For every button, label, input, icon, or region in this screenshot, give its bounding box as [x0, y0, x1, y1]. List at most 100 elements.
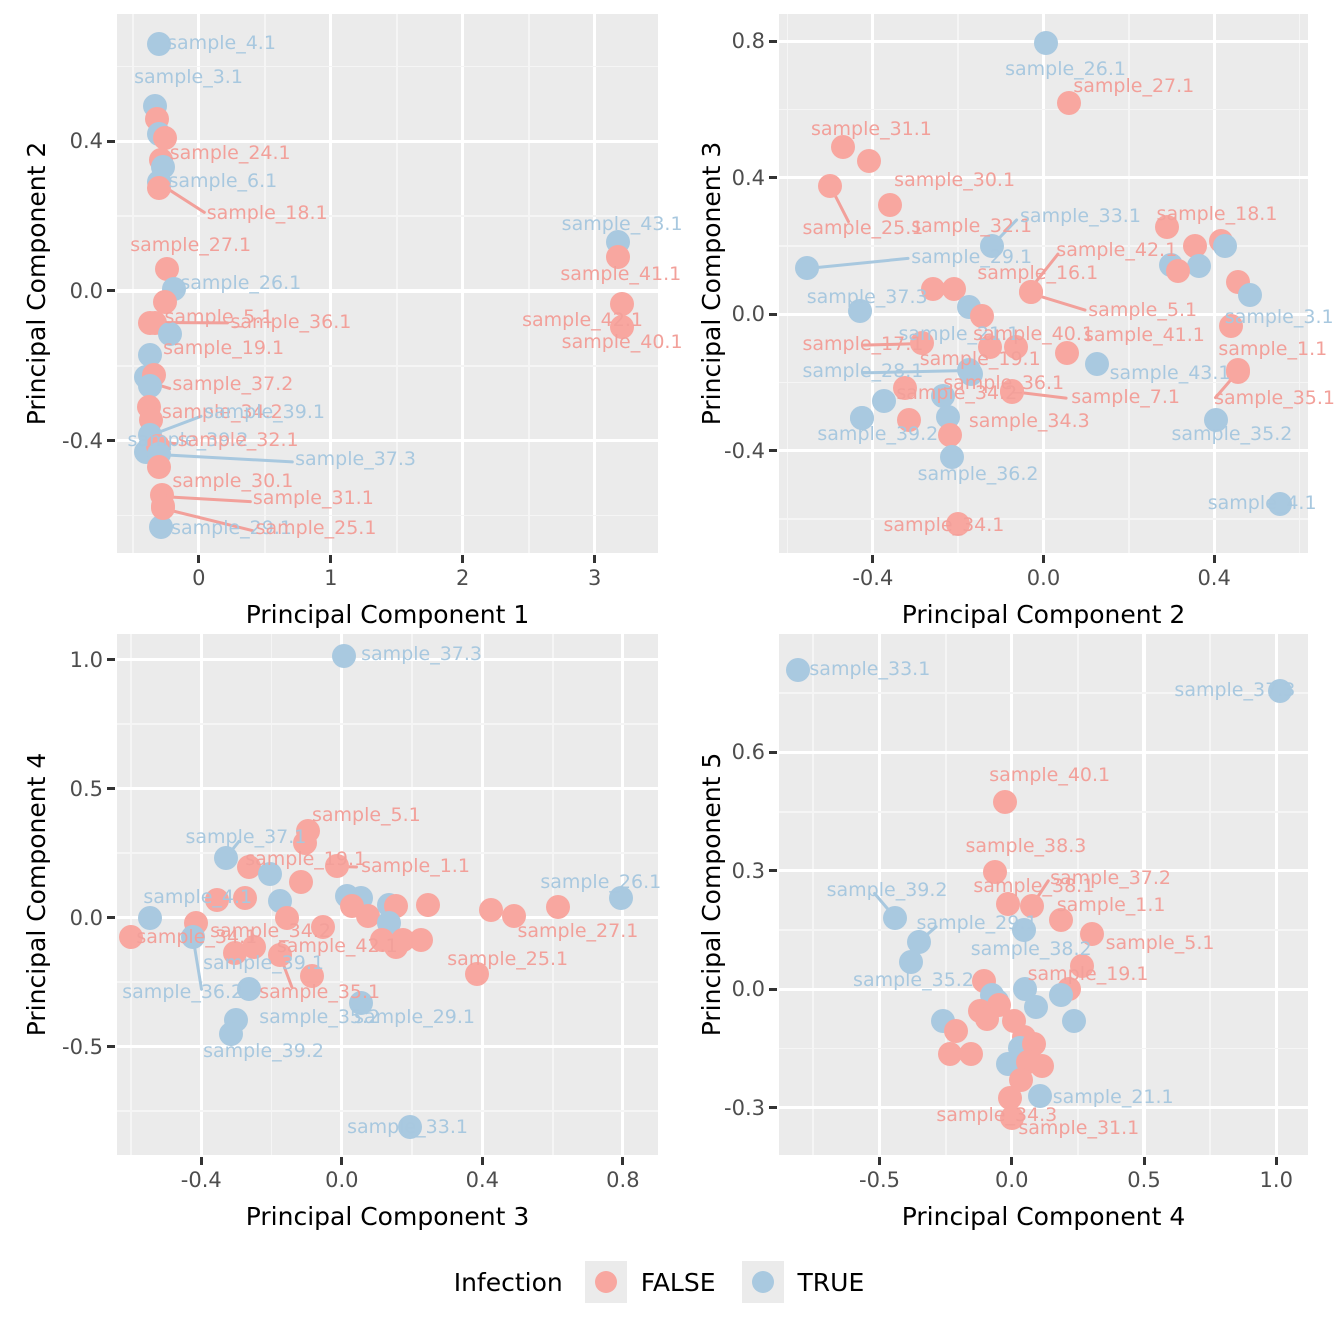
scatter-point[interactable] [1084, 351, 1109, 376]
scatter-point[interactable] [147, 176, 172, 201]
scatter-point[interactable] [349, 990, 374, 1015]
scatter-point[interactable] [155, 256, 180, 281]
scatter-point[interactable] [501, 904, 526, 929]
scatter-point[interactable] [856, 148, 881, 173]
scatter-point[interactable] [236, 855, 261, 880]
scatter-point[interactable] [999, 1105, 1024, 1130]
scatter-point[interactable] [268, 943, 293, 968]
scatter-point[interactable] [356, 904, 381, 929]
scatter-point[interactable] [610, 314, 635, 339]
scatter-point[interactable] [909, 331, 934, 356]
scatter-point[interactable] [877, 193, 902, 218]
scatter-point[interactable] [1048, 983, 1073, 1008]
scatter-point[interactable] [1054, 341, 1079, 366]
scatter-point[interactable] [545, 895, 570, 920]
scatter-point[interactable] [147, 31, 172, 56]
scatter-point[interactable] [119, 925, 144, 950]
scatter-point[interactable] [233, 886, 258, 911]
scatter-point[interactable] [152, 126, 177, 151]
scatter-point[interactable] [958, 1042, 983, 1067]
scatter-point[interactable] [1268, 679, 1293, 704]
scatter-point[interactable] [398, 1114, 423, 1139]
scatter-point[interactable] [999, 379, 1024, 404]
scatter-point[interactable] [257, 861, 282, 886]
scatter-point[interactable] [848, 298, 873, 323]
scatter-point[interactable] [1080, 921, 1105, 946]
scatter-point[interactable] [937, 423, 962, 448]
scatter-point[interactable] [479, 897, 504, 922]
scatter-point[interactable] [610, 292, 635, 317]
scatter-point[interactable] [151, 496, 176, 521]
scatter-point[interactable] [897, 407, 922, 432]
scatter-point[interactable] [1182, 233, 1207, 258]
scatter-point[interactable] [299, 963, 324, 988]
scatter-point[interactable] [850, 406, 875, 431]
scatter-point[interactable] [1057, 90, 1082, 115]
scatter-point[interactable] [974, 1006, 999, 1031]
scatter-point[interactable] [152, 290, 177, 315]
scatter-point[interactable] [794, 256, 819, 281]
scatter-point[interactable] [138, 905, 163, 930]
scatter-point[interactable] [818, 174, 843, 199]
scatter-point[interactable] [310, 914, 335, 939]
scatter-point[interactable] [1030, 1054, 1055, 1079]
scatter-point[interactable] [275, 905, 300, 930]
scatter-point[interactable] [946, 512, 971, 536]
scatter-point[interactable] [1069, 953, 1094, 978]
scatter-point[interactable] [980, 233, 1005, 258]
scatter-point[interactable] [1027, 1083, 1052, 1108]
scatter-point[interactable] [609, 886, 634, 911]
scatter-point[interactable] [465, 962, 490, 987]
scatter-point[interactable] [1204, 407, 1229, 432]
scatter-point[interactable] [920, 276, 945, 301]
scatter-point[interactable] [408, 927, 433, 952]
scatter-point[interactable] [236, 976, 261, 1001]
scatter-point[interactable] [331, 643, 356, 668]
scatter-point[interactable] [830, 135, 855, 160]
scatter-point[interactable] [415, 892, 440, 917]
scatter-point[interactable] [1061, 1008, 1086, 1033]
scatter-point[interactable] [1187, 254, 1212, 279]
scatter-point[interactable] [785, 657, 810, 682]
scatter-point[interactable] [157, 322, 182, 347]
scatter-point[interactable] [944, 1018, 969, 1043]
scatter-point[interactable] [324, 854, 349, 879]
scatter-point[interactable] [137, 342, 162, 367]
scatter-point[interactable] [937, 1042, 962, 1067]
scatter-point[interactable] [899, 949, 924, 974]
scatter-point[interactable] [137, 374, 162, 399]
scatter-point[interactable] [384, 935, 409, 960]
scatter-point[interactable] [939, 445, 964, 470]
legend-key-true[interactable] [741, 1261, 784, 1303]
scatter-point[interactable] [219, 1021, 244, 1046]
scatter-point[interactable] [180, 925, 205, 950]
scatter-point[interactable] [871, 389, 896, 414]
scatter-point[interactable] [993, 789, 1018, 814]
scatter-point[interactable] [931, 384, 956, 409]
scatter-point[interactable] [1238, 283, 1263, 308]
scatter-point[interactable] [892, 375, 917, 400]
scatter-point[interactable] [1019, 894, 1044, 919]
scatter-point[interactable] [205, 887, 230, 912]
scatter-point[interactable] [292, 830, 317, 855]
legend-key-false[interactable] [584, 1261, 627, 1303]
scatter-point[interactable] [1033, 30, 1058, 55]
scatter-point[interactable] [1018, 280, 1043, 305]
scatter-point[interactable] [883, 906, 908, 931]
scatter-point[interactable] [1048, 908, 1073, 933]
scatter-point[interactable] [982, 859, 1007, 884]
scatter-point[interactable] [958, 361, 983, 386]
scatter-point[interactable] [289, 869, 314, 894]
scatter-point[interactable] [1225, 359, 1250, 384]
scatter-point[interactable] [1011, 918, 1036, 943]
scatter-point[interactable] [222, 940, 247, 965]
scatter-point[interactable] [147, 454, 172, 479]
scatter-point[interactable] [1165, 258, 1190, 283]
scatter-point[interactable] [1268, 491, 1293, 516]
scatter-point[interactable] [1003, 334, 1028, 359]
scatter-point[interactable] [1023, 994, 1048, 1019]
scatter-point[interactable] [1219, 314, 1244, 339]
scatter-point[interactable] [213, 846, 238, 871]
scatter-point[interactable] [969, 303, 994, 328]
scatter-point[interactable] [978, 334, 1003, 359]
